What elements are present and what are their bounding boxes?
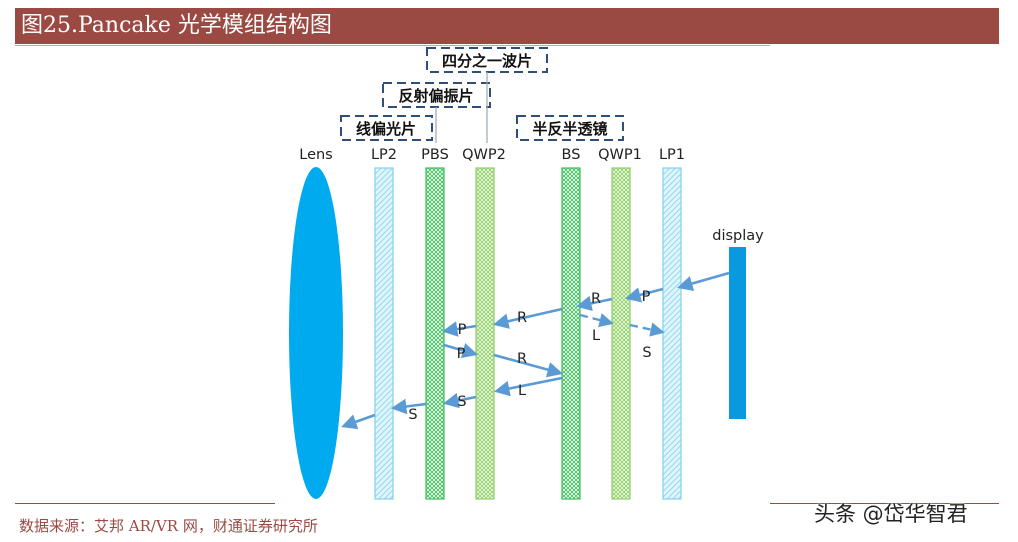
- footer-divider-left: [15, 503, 275, 504]
- ray-label-s-pbs: S: [457, 394, 466, 410]
- bs-plate: [561, 167, 581, 500]
- annotation-quarter-wave-plate: 四分之一波片: [426, 47, 548, 73]
- source-note: 数据来源：艾邦 AR/VR 网，财通证券研究所: [19, 517, 318, 535]
- annotation-leader-lines: [435, 72, 488, 143]
- ray-label-p-pbs: P: [458, 322, 467, 338]
- label-lp2: LP2: [371, 147, 397, 163]
- light-rays: [341, 271, 730, 430]
- label-lp1: LP1: [659, 147, 685, 163]
- svg-text:半反半透镜: 半反半透镜: [532, 120, 607, 138]
- svg-text:四分之一波片: 四分之一波片: [442, 52, 532, 70]
- annotation-half-mirror: 半反半透镜: [516, 115, 624, 141]
- display-panel: [729, 247, 746, 419]
- ray-label-s-lens: S: [408, 407, 417, 423]
- ray-label-p-reflected: P: [457, 346, 466, 362]
- label-qwp2: QWP2: [462, 147, 506, 163]
- label-pbs: PBS: [421, 147, 449, 163]
- lp1-plate: [662, 167, 682, 500]
- label-display: display: [712, 228, 764, 244]
- svg-text:线偏光片: 线偏光片: [356, 120, 416, 138]
- annotation-linear-polarizer: 线偏光片: [340, 115, 433, 141]
- page-title: 图25.Pancake 光学模组结构图: [21, 13, 332, 38]
- ray-label-s-qwp1: S: [642, 345, 651, 361]
- watermark: 头条 @岱华智君: [814, 502, 968, 526]
- svg-text:反射偏振片: 反射偏振片: [398, 87, 473, 105]
- qwp1-plate: [611, 167, 631, 500]
- label-lens: Lens: [299, 147, 333, 163]
- ray-label-l-return: L: [518, 383, 526, 399]
- title-bar: 图25.Pancake 光学模组结构图: [15, 8, 999, 44]
- lp2-plate: [374, 167, 394, 500]
- ray-label-p-lp1: P: [642, 289, 651, 305]
- lens-element: [289, 167, 343, 499]
- annotation-reflective-polarizer: 反射偏振片: [382, 82, 491, 108]
- footer-divider-right: [770, 503, 999, 504]
- qwp2-plate: [475, 167, 495, 500]
- dashed-rays: [579, 313, 665, 337]
- title-divider: [15, 45, 770, 46]
- ray-label-r-bs: R: [517, 351, 527, 367]
- label-bs: BS: [562, 147, 581, 163]
- pbs-plate: [425, 167, 445, 500]
- label-qwp1: QWP1: [598, 147, 642, 163]
- ray-label-r-qwp2: R: [517, 310, 527, 326]
- ray-label-r-qwp1: R: [591, 291, 601, 307]
- ray-label-l-bs: L: [592, 328, 600, 344]
